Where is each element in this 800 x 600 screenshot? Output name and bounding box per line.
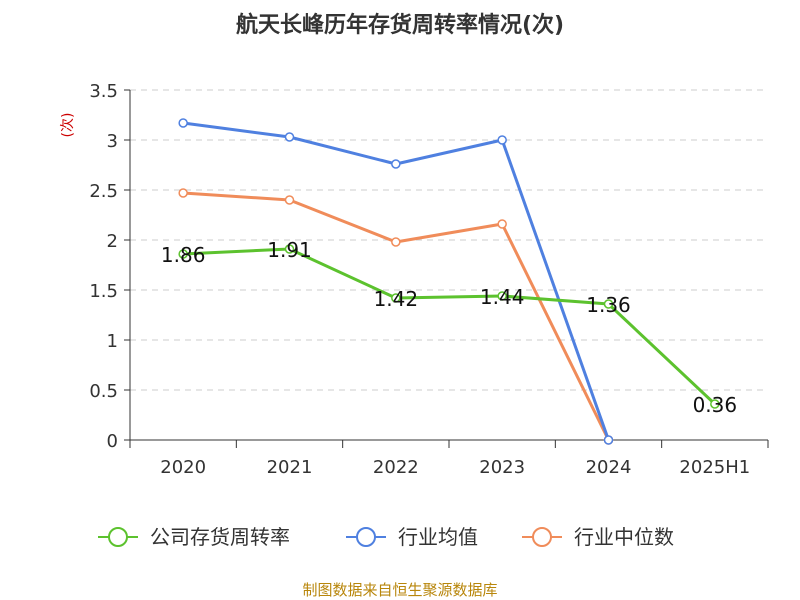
data-labels: 1.86 1.91 1.42 1.44 1.36 0.36 bbox=[161, 238, 737, 417]
series-line-2 bbox=[183, 191, 610, 441]
data-point bbox=[603, 435, 614, 445]
legend-marker bbox=[356, 527, 376, 547]
data-point bbox=[284, 244, 295, 254]
y-tick-label: 3.5 bbox=[89, 81, 118, 102]
y-tick-label: 1 bbox=[107, 331, 118, 352]
data-label: 1.86 bbox=[161, 243, 206, 267]
legend-marker bbox=[532, 527, 552, 547]
data-point bbox=[284, 132, 295, 142]
data-point bbox=[178, 249, 188, 259]
source-note: 制图数据来自恒生聚源数据库 bbox=[302, 581, 497, 599]
data-point bbox=[284, 195, 295, 205]
legend: 公司存货周转率 行业均值 行业中位数 bbox=[98, 525, 674, 549]
data-label: 1.91 bbox=[267, 238, 312, 262]
data-point bbox=[603, 299, 614, 309]
data-point bbox=[497, 291, 507, 301]
data-point bbox=[497, 219, 507, 229]
gridlines bbox=[130, 89, 768, 391]
legend-marker bbox=[108, 527, 128, 547]
data-label: 1.42 bbox=[374, 287, 419, 311]
data-label: 1.44 bbox=[480, 285, 525, 309]
data-point bbox=[178, 188, 188, 198]
y-tick-label: 0 bbox=[107, 431, 118, 452]
series-line-0 bbox=[183, 247, 716, 406]
x-tick-label: 2020 bbox=[160, 457, 206, 478]
y-tick-label: 3 bbox=[107, 131, 118, 152]
legend-label: 公司存货周转率 bbox=[150, 525, 290, 549]
y-axis-unit: (次) bbox=[60, 113, 76, 138]
data-label: 1.36 bbox=[586, 293, 631, 317]
series-line-1 bbox=[182, 121, 610, 441]
y-tick-label: 1.5 bbox=[89, 281, 118, 302]
x-tick-labels: 2020 2021 2022 2023 2024 2025H1 bbox=[160, 457, 750, 478]
data-point bbox=[710, 399, 720, 409]
x-tick-label: 2025H1 bbox=[679, 457, 750, 478]
data-point bbox=[497, 135, 507, 145]
data-point bbox=[391, 237, 401, 247]
legend-label: 行业中位数 bbox=[574, 525, 674, 549]
y-tick-label: 2 bbox=[107, 231, 118, 252]
x-tick-label: 2022 bbox=[373, 457, 419, 478]
chart-title: 航天长峰历年存货周转率情况(次) bbox=[236, 12, 564, 38]
y-tick-labels: 0 0.5 1 1.5 2 2.5 3 3.5 bbox=[89, 81, 118, 452]
y-tick-label: 2.5 bbox=[89, 181, 118, 202]
x-tick-label: 2023 bbox=[479, 457, 525, 478]
series-lines bbox=[178, 118, 720, 445]
data-point bbox=[391, 159, 401, 169]
data-point bbox=[391, 293, 401, 303]
axes bbox=[124, 89, 769, 448]
y-tick-label: 0.5 bbox=[89, 381, 118, 402]
data-point bbox=[178, 118, 188, 128]
x-tick-label: 2024 bbox=[586, 457, 632, 478]
data-label: 0.36 bbox=[693, 393, 738, 417]
x-tick-label: 2021 bbox=[267, 457, 313, 478]
legend-label: 行业均值 bbox=[398, 525, 478, 549]
